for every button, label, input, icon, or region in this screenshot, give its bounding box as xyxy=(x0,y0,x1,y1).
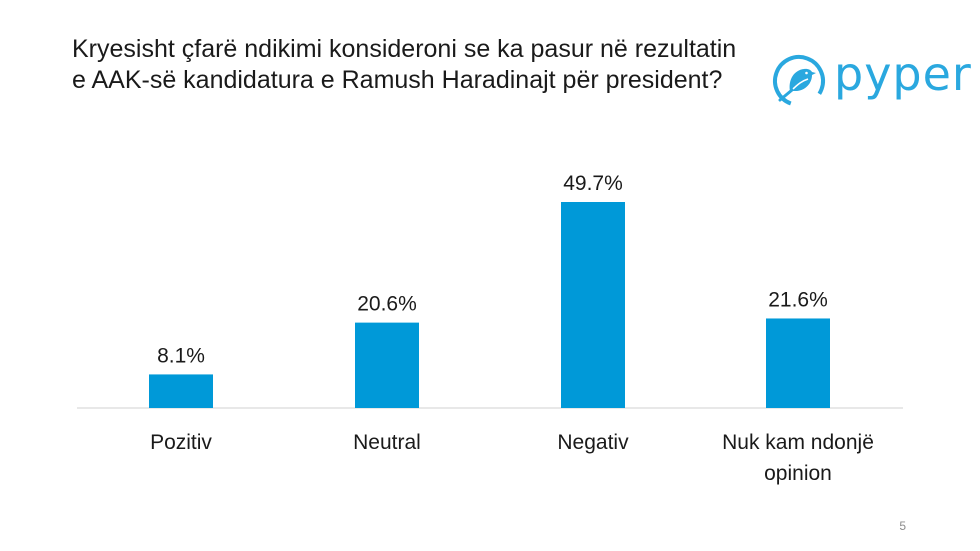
bars-group: 8.1% Pozitiv 20.6% Neutral 49.7% Negativ 21.6%… xyxy=(149,172,874,485)
page-number: 5 xyxy=(899,519,906,533)
bar xyxy=(766,318,830,408)
slide-title: Kryesisht çfarë ndikimi konsideroni se k… xyxy=(72,35,737,94)
pyper-logo: pyper xyxy=(768,47,978,110)
data-label: 8.1% xyxy=(157,344,205,367)
bird-icon xyxy=(773,55,825,107)
bar xyxy=(355,322,419,408)
category-label: Nuk kam ndonjë xyxy=(722,431,874,454)
bar xyxy=(149,374,213,408)
data-label: 20.6% xyxy=(357,293,417,316)
category-label: opinion xyxy=(764,462,832,485)
category-label: Neutral xyxy=(353,431,421,454)
category-label: Pozitiv xyxy=(150,431,212,454)
data-label: 21.6% xyxy=(768,288,828,311)
bar xyxy=(561,202,625,408)
logo-text: pyper xyxy=(834,47,972,101)
data-label: 49.7% xyxy=(563,172,623,195)
category-label: Negativ xyxy=(557,431,629,454)
